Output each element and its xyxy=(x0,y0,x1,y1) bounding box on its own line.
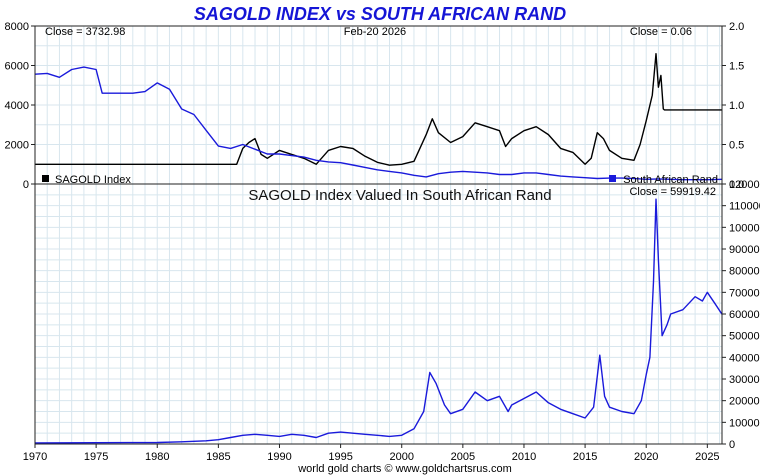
y-right-tick-label: 20000 xyxy=(729,396,760,408)
series-line-rand xyxy=(34,66,723,181)
bottom-panel-title: SAGOLD Index Valued In South African Ran… xyxy=(248,187,551,204)
x-tick-label: 2015 xyxy=(573,451,597,463)
axes: 1970 1975 1980 1985 1990 1995 2000 2005 2010 2015… xyxy=(5,21,760,463)
y-right-tick-label: 60000 xyxy=(729,309,760,321)
bottom-panel-series xyxy=(34,198,723,444)
footer-credit: world gold charts © www.goldchartsrus.co… xyxy=(297,463,512,475)
y-right-tick-label: 2.0 xyxy=(729,21,744,33)
series-line-sagold xyxy=(35,53,722,166)
y-right-tick-label: 0.5 xyxy=(729,140,744,152)
top-close-right: Close = 0.06 xyxy=(630,26,692,38)
y-right-tick-label: 0.0 xyxy=(729,179,744,191)
y-left-tick-label: 4000 xyxy=(5,100,29,112)
chart-title: SAGOLD INDEX vs SOUTH AFRICAN RAND xyxy=(194,4,566,24)
legend-swatch-sagold xyxy=(42,175,49,182)
x-tick-label: 1975 xyxy=(84,451,108,463)
y-right-tick-label: 10000 xyxy=(729,417,760,429)
x-tick-label: 2000 xyxy=(389,451,413,463)
y-left-tick-label: 6000 xyxy=(5,61,29,73)
top-panel-series xyxy=(34,53,723,181)
y-right-tick-label: 80000 xyxy=(729,266,760,278)
y-right-tick-label: 1.5 xyxy=(729,61,744,73)
y-right-tick-label: 100000 xyxy=(729,222,760,234)
y-left-tick-label: 8000 xyxy=(5,21,29,33)
y-left-tick-label: 0 xyxy=(23,179,29,191)
bottom-close: Close = 59919.42 xyxy=(629,186,716,198)
series-line-sagold-in-rand xyxy=(34,198,723,444)
x-tick-label: 2020 xyxy=(634,451,658,463)
x-tick-label: 2025 xyxy=(695,451,719,463)
x-tick-label: 1980 xyxy=(145,451,169,463)
y-right-tick-label: 120000 xyxy=(729,179,760,191)
y-right-tick-label: 70000 xyxy=(729,287,760,299)
legend-label-sagold: SAGOLD Index xyxy=(55,174,131,186)
legend-label-rand: South African Rand xyxy=(623,174,718,186)
y-right-tick-label: 40000 xyxy=(729,352,760,364)
x-tick-label: 1985 xyxy=(206,451,230,463)
y-right-tick-label: 50000 xyxy=(729,331,760,343)
y-right-tick-label: 0 xyxy=(729,439,735,451)
y-right-tick-label: 1.0 xyxy=(729,100,744,112)
top-panel-grid xyxy=(34,25,722,185)
legend-swatch-rand xyxy=(609,175,616,182)
y-right-tick-label: 110000 xyxy=(729,201,760,213)
y-right-tick-label: 30000 xyxy=(729,374,760,386)
bottom-panel-grid xyxy=(34,183,722,445)
x-tick-label: 1995 xyxy=(328,451,352,463)
top-close-left: Close = 3732.98 xyxy=(45,26,125,38)
x-tick-label: 1970 xyxy=(23,451,47,463)
x-tick-label: 1990 xyxy=(267,451,291,463)
y-left-tick-label: 2000 xyxy=(5,140,29,152)
x-tick-label: 2010 xyxy=(512,451,536,463)
x-tick-label: 2005 xyxy=(451,451,475,463)
top-date: Feb-20 2026 xyxy=(344,26,406,38)
y-right-tick-label: 90000 xyxy=(729,244,760,256)
